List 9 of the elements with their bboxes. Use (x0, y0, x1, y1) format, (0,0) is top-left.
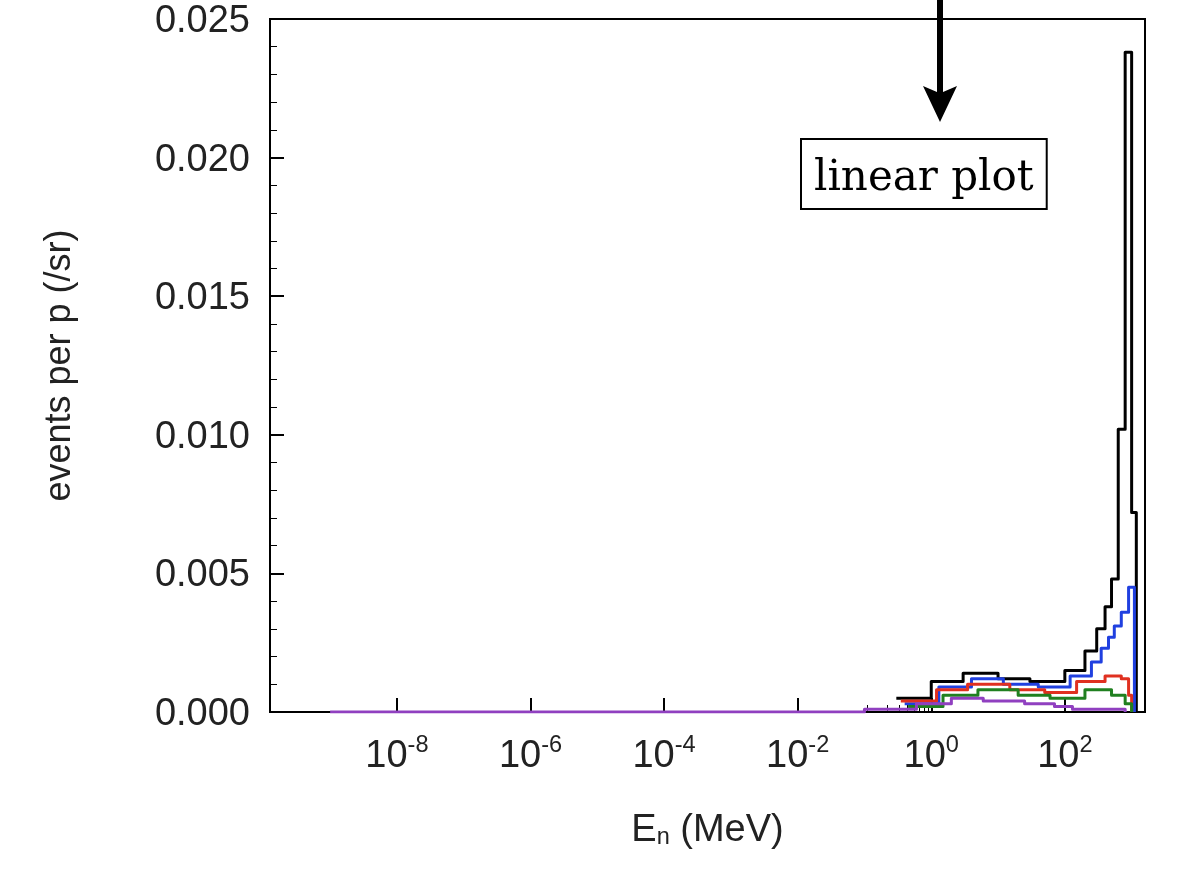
y-axis-title: events per p (/sr) (36, 229, 78, 502)
y-tick-label: 0.015 (154, 275, 250, 318)
y-tick-label: 0.000 (154, 691, 250, 733)
y-tick-label: 0.005 (154, 552, 250, 595)
y-tick-label: 0.010 (154, 413, 250, 456)
x-axis-title: En (MeV) (631, 806, 784, 850)
y-tick-label: 0.020 (154, 136, 250, 179)
annotation: linear plot (814, 150, 1034, 200)
y-tick-label: 0.025 (154, 0, 250, 40)
